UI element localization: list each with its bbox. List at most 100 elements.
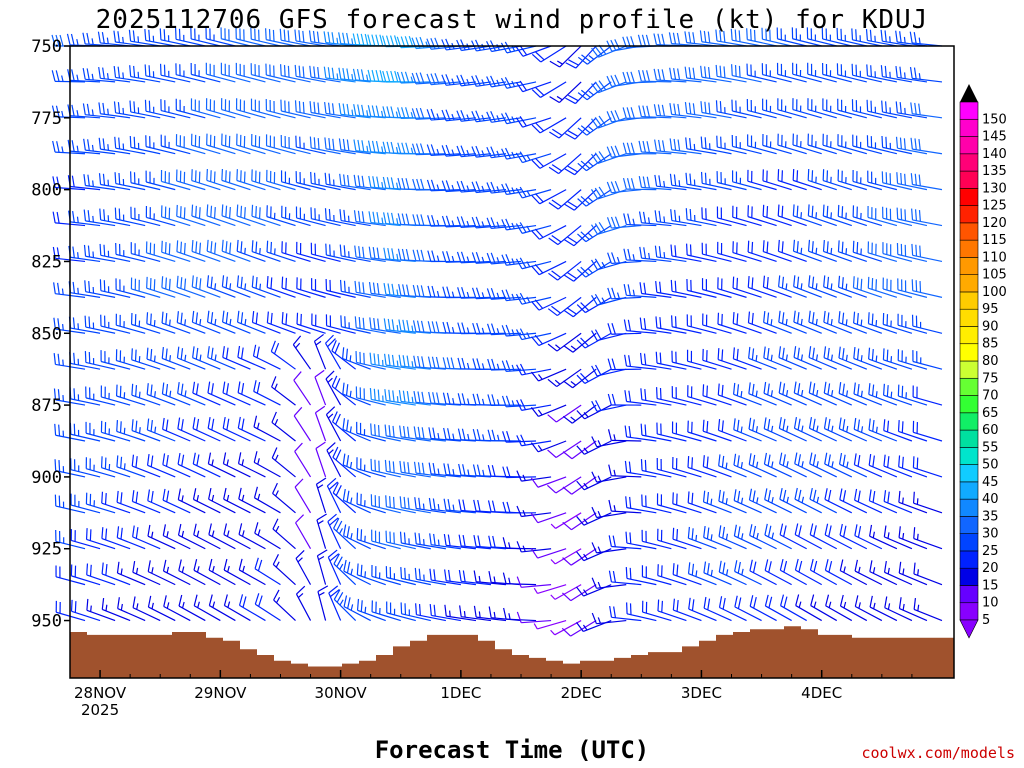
wind-barb xyxy=(280,134,311,155)
wind-barb xyxy=(700,101,732,119)
wind-barb xyxy=(747,169,777,191)
wind-barb xyxy=(640,388,672,406)
wind-barb xyxy=(672,456,702,478)
wind-barb xyxy=(331,340,357,370)
wind-barb xyxy=(332,411,357,442)
wind-barb xyxy=(369,388,401,406)
wind-barb xyxy=(500,77,537,89)
wind-barb xyxy=(208,594,236,622)
wind-barb xyxy=(251,204,281,227)
wind-barb xyxy=(271,447,296,478)
wind-barb xyxy=(176,240,206,263)
wind-barb xyxy=(883,560,913,586)
wind-barb xyxy=(531,153,567,169)
wind-barb xyxy=(807,98,837,119)
wind-barb xyxy=(325,243,356,263)
wind-barb xyxy=(808,417,837,442)
wind-barb xyxy=(882,206,913,227)
colorbar-swatch xyxy=(959,188,979,206)
colorbar-swatch xyxy=(959,136,979,155)
source-credit: coolwx.com/models xyxy=(861,744,1015,762)
colorbar-swatch xyxy=(959,447,979,465)
wind-barb xyxy=(821,27,852,47)
wind-barb xyxy=(339,244,371,263)
wind-barb xyxy=(280,99,311,119)
wind-barb xyxy=(624,390,657,406)
wind-barb xyxy=(547,332,582,352)
wind-barb xyxy=(501,183,537,196)
wind-barb xyxy=(562,476,597,495)
wind-barb xyxy=(702,490,732,514)
wind-barb xyxy=(190,133,221,155)
wind-barb xyxy=(86,598,116,622)
wind-barb xyxy=(145,170,176,191)
wind-barb xyxy=(132,525,161,550)
wind-barb xyxy=(733,418,762,442)
wind-barb xyxy=(792,98,822,119)
wind-barb xyxy=(223,558,251,586)
wind-barb xyxy=(793,275,822,298)
wind-barb xyxy=(116,420,146,442)
colorbar-label: 100 xyxy=(982,285,1007,300)
wind-barb xyxy=(130,242,161,263)
colorbar-label: 15 xyxy=(982,578,999,593)
y-tick-label: 950 xyxy=(31,612,62,632)
wind-barb xyxy=(606,181,642,194)
wind-barb xyxy=(822,204,852,227)
wind-barb xyxy=(794,487,822,514)
wind-barb xyxy=(576,548,612,562)
wind-barb xyxy=(238,523,266,550)
wind-barb xyxy=(147,595,176,622)
wind-barb xyxy=(501,218,537,231)
wind-barb xyxy=(852,276,883,298)
wind-barb xyxy=(898,455,928,478)
wind-barb xyxy=(266,276,296,298)
wind-barb xyxy=(273,589,296,621)
wind-barb xyxy=(428,497,461,514)
wind-barb xyxy=(191,204,221,227)
wind-barb xyxy=(822,133,852,155)
wind-barb xyxy=(577,117,612,136)
wind-barb xyxy=(793,381,822,406)
wind-barb xyxy=(471,110,507,123)
wind-barb xyxy=(823,381,853,406)
wind-barb xyxy=(897,349,928,370)
wind-barb xyxy=(607,358,642,371)
wind-barb xyxy=(810,594,838,622)
wind-barb xyxy=(764,559,792,586)
wind-barb xyxy=(638,140,672,155)
wind-barb xyxy=(824,452,853,478)
wind-barb xyxy=(296,241,326,263)
wind-barb xyxy=(866,64,897,83)
wind-barb xyxy=(295,550,312,585)
wind-barb xyxy=(271,411,296,442)
wind-barb xyxy=(501,395,537,408)
wind-barb xyxy=(486,287,522,300)
wind-barb xyxy=(384,424,416,442)
wind-barb xyxy=(762,98,792,119)
wind-barb xyxy=(654,210,687,227)
wind-barb xyxy=(702,384,732,406)
wind-barb xyxy=(896,242,928,263)
wind-barb xyxy=(70,458,101,478)
wind-barb xyxy=(191,310,221,334)
wind-barb xyxy=(853,453,883,478)
wind-barb xyxy=(327,549,342,585)
wind-barb xyxy=(310,242,341,263)
wind-barb xyxy=(608,535,642,550)
y-axis: 750 775 800 825 850 875 900 925 950 xyxy=(31,37,70,632)
y-tick-label: 825 xyxy=(31,252,62,272)
wind-barb xyxy=(191,239,221,263)
wind-barb xyxy=(733,524,762,550)
wind-barb xyxy=(837,169,867,191)
wind-barb xyxy=(502,572,537,586)
colorbar-swatch xyxy=(959,343,979,362)
wind-barb xyxy=(836,27,867,47)
wind-barb xyxy=(622,177,657,191)
wind-barb xyxy=(132,560,161,586)
wind-barb xyxy=(685,208,717,227)
wind-barb xyxy=(623,319,657,334)
wind-barb xyxy=(718,560,747,586)
wind-barb xyxy=(562,404,597,424)
wind-barb xyxy=(296,277,326,298)
